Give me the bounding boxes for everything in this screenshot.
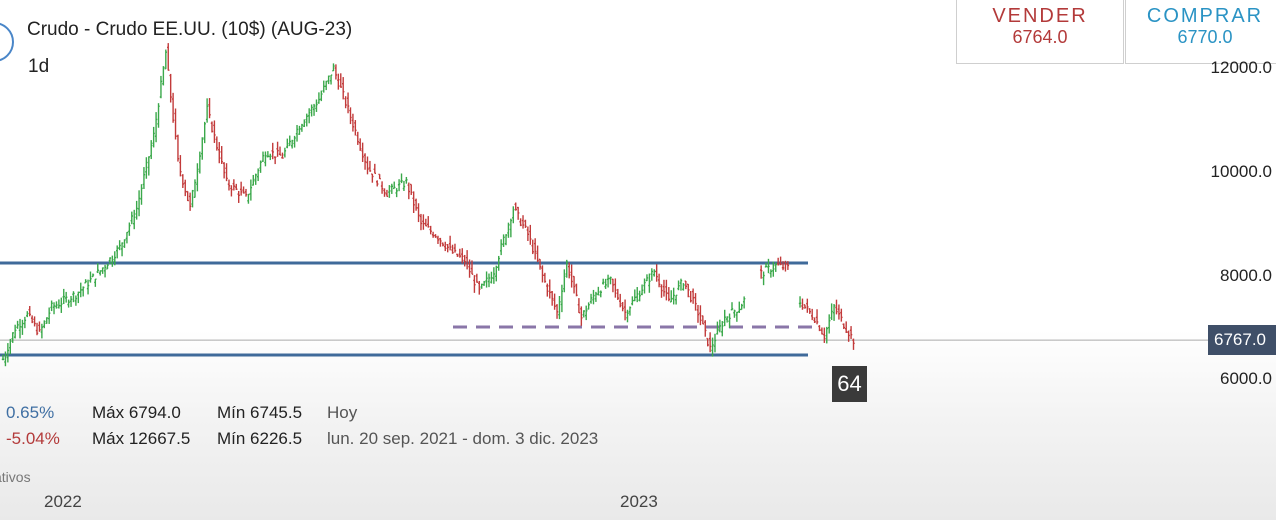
day-period: Hoy — [327, 403, 358, 422]
range-low: Mín 6226.5 — [217, 429, 303, 448]
y-tick-label: 6000.0 — [1220, 369, 1272, 388]
y-tick-label: 10000.0 — [1210, 162, 1272, 181]
range-period: lun. 20 sep. 2021 - dom. 3 dic. 2023 — [327, 429, 599, 448]
day-change-pct: 0.65% — [6, 403, 55, 422]
buy-button[interactable]: COMPRAR 6770.0 — [1125, 0, 1276, 64]
buy-label: COMPRAR — [1146, 5, 1264, 27]
current-price-tag: 6767.0 — [1208, 325, 1276, 355]
countdown-badge: 64 — [832, 366, 867, 402]
ohlc-bars — [1, 43, 855, 367]
range-high: Máx 12667.5 — [92, 429, 191, 448]
day-high: Máx 6794.0 — [92, 403, 181, 422]
range-change-pct: -5.04% — [6, 429, 60, 448]
sell-price: 6764.0 — [1012, 27, 1068, 47]
chart-title: Crudo - Crudo EE.UU. (10$) (AUG-23) — [27, 19, 353, 40]
y-tick-label: 12000.0 — [1210, 58, 1272, 77]
footer-label: ativos — [0, 469, 31, 485]
buy-price: 6770.0 — [1177, 27, 1233, 47]
day-low: Mín 6745.5 — [217, 403, 303, 422]
y-tick-label: 8000.0 — [1220, 266, 1272, 285]
x-tick-label: 2022 — [44, 492, 82, 511]
sell-label: VENDER — [992, 5, 1088, 27]
interval-selector[interactable]: 1d — [28, 56, 50, 77]
x-tick-label: 2023 — [620, 492, 658, 511]
sell-button[interactable]: VENDER 6764.0 — [956, 0, 1124, 64]
